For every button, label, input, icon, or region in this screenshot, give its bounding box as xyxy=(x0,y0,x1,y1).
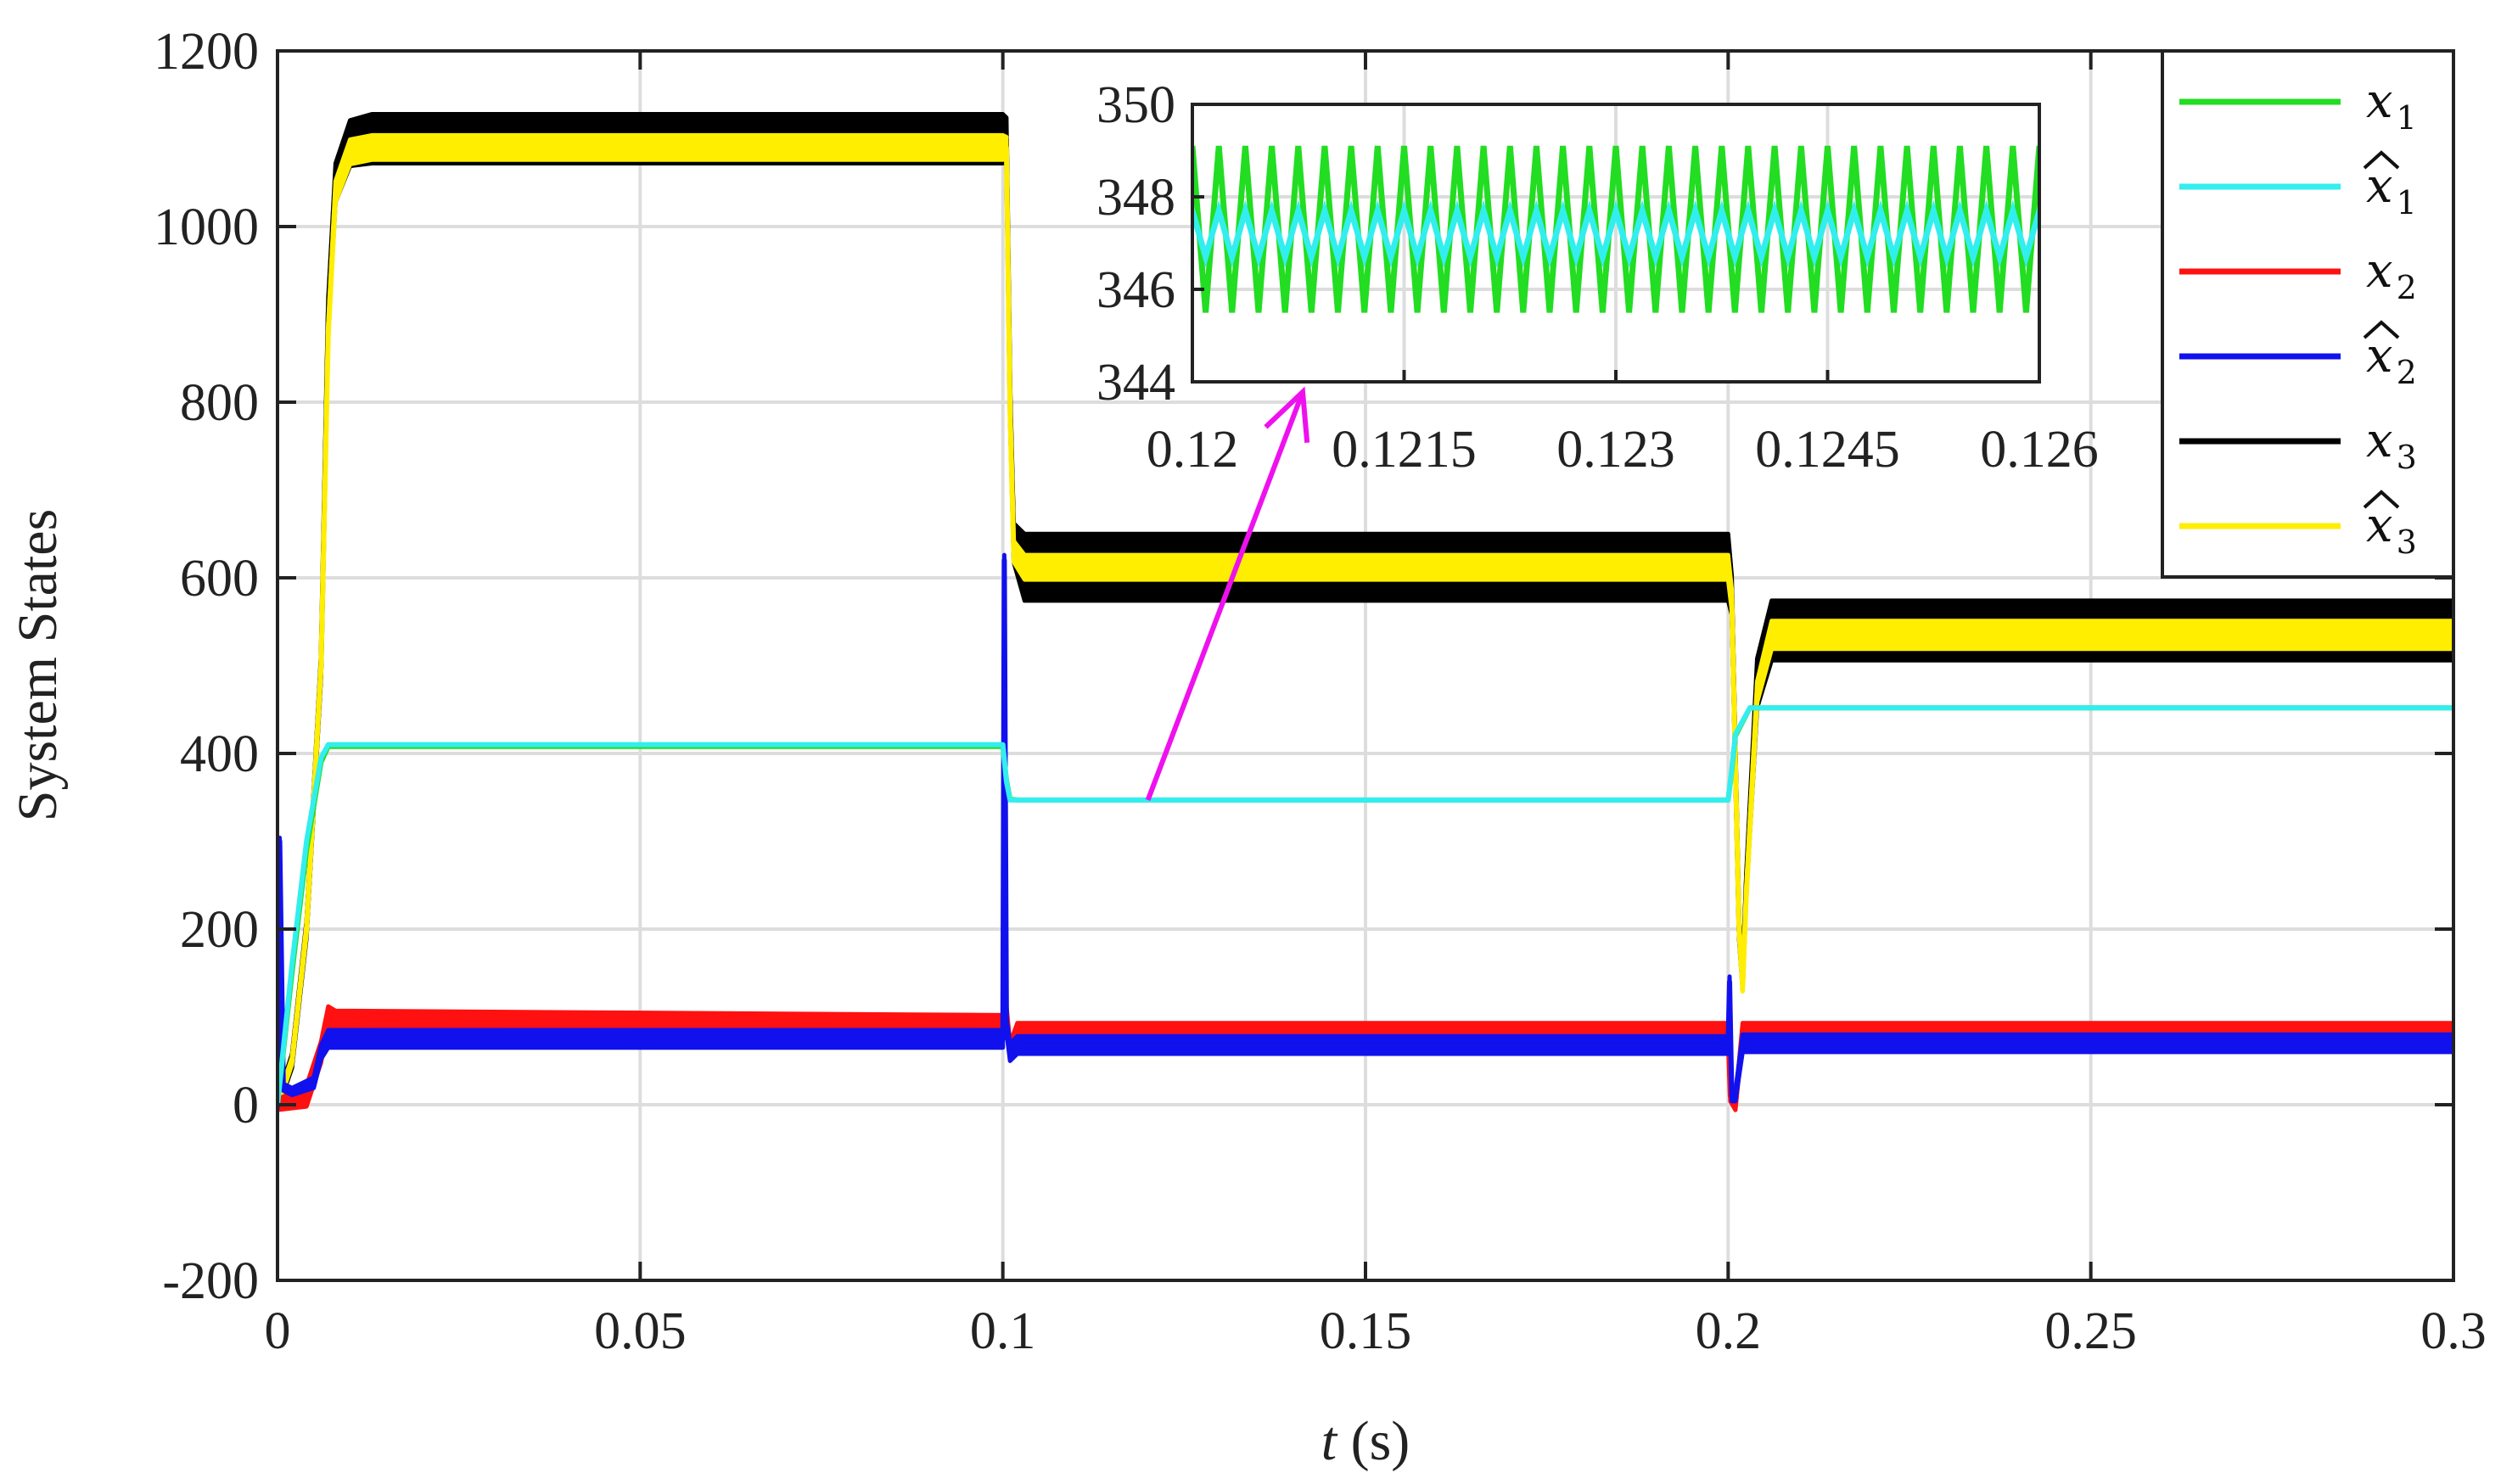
x-axis-label: t (s) xyxy=(1321,1410,1410,1472)
x-tick-label: 0.1 xyxy=(970,1302,1036,1360)
y-tick-label: 200 xyxy=(180,901,259,959)
x-tick-label: 0.05 xyxy=(594,1302,687,1360)
legend-subscript: 2 xyxy=(2397,354,2417,391)
y-axis-label: System States xyxy=(7,509,69,822)
series-xhat3-band xyxy=(278,132,2453,1111)
legend-var: x xyxy=(2366,328,2393,384)
legend-box xyxy=(2161,49,2455,579)
x-axis-label-unit: (s) xyxy=(1337,1410,1410,1472)
x-tick-label: 0.15 xyxy=(1320,1302,1412,1360)
y-tick-label: 1000 xyxy=(154,199,259,256)
inset-series-group xyxy=(1192,145,2039,313)
series-xhat2-line xyxy=(278,557,2453,1106)
legend-hat-accent xyxy=(2363,490,2400,509)
inset-series-x1-line xyxy=(1192,145,2039,313)
inset-axis-ticks: 0.12 0.1215 0.123 0.1245 0.126 344 346 348 350 xyxy=(1096,76,2099,479)
legend-subscript: 1 xyxy=(2397,184,2417,221)
main-series-group xyxy=(278,112,2453,1112)
y-tick-label: 0 xyxy=(233,1077,259,1134)
legend-var: x xyxy=(2366,498,2393,553)
legend-var: x xyxy=(2366,244,2393,299)
y-tick-label: 400 xyxy=(180,725,259,783)
inset-y-tick-label: 348 xyxy=(1096,169,1175,227)
main-axis-ticks: 0 0.05 0.1 0.15 0.2 0.25 0.3-20002004006008001… xyxy=(154,23,2487,1360)
y-tick-label: 600 xyxy=(180,550,259,608)
zoom-arrow xyxy=(1145,390,1305,801)
legend-var: x xyxy=(2366,413,2393,468)
series-xhat3-line xyxy=(278,144,2453,1106)
inset-x-tick-label: 0.123 xyxy=(1556,421,1675,479)
y-tick-label: -200 xyxy=(162,1252,259,1310)
legend-var: x xyxy=(2366,159,2393,214)
inset-y-tick-label: 346 xyxy=(1096,261,1175,319)
legend-hat-accent xyxy=(2363,150,2400,170)
legend-subscript: 2 xyxy=(2397,269,2417,306)
x-tick-label: 0 xyxy=(265,1302,291,1360)
legend: x 1x 1x 2x 2x 3x 3 xyxy=(2179,74,2417,561)
x-tick-label: 0.25 xyxy=(2044,1302,2137,1360)
y-tick-label: 1200 xyxy=(154,23,259,81)
zoom-arrow-head xyxy=(1264,386,1310,444)
y-tick-label: 800 xyxy=(180,374,259,432)
inset-x-tick-label: 0.12 xyxy=(1147,421,1239,479)
legend-subscript: 1 xyxy=(2397,99,2417,137)
inset-x-tick-label: 0.126 xyxy=(1980,421,2099,479)
x-tick-label: 0.3 xyxy=(2420,1302,2487,1360)
inset-series-xhat1-line xyxy=(1192,199,2039,268)
legend-subscript: 3 xyxy=(2397,439,2417,476)
inset-y-tick-label: 344 xyxy=(1096,354,1175,412)
x-axis-label-var: t xyxy=(1321,1410,1338,1472)
series-xhat1-line xyxy=(278,705,2453,1106)
legend-subscript: 3 xyxy=(2397,524,2417,561)
legend-var: x xyxy=(2366,74,2393,129)
legend-hat-accent xyxy=(2363,320,2400,339)
inset-y-tick-label: 350 xyxy=(1096,76,1175,134)
inset-x-tick-label: 0.1215 xyxy=(1332,421,1477,479)
x-tick-label: 0.2 xyxy=(1696,1302,1762,1360)
inset-x-tick-label: 0.1245 xyxy=(1755,421,1900,479)
